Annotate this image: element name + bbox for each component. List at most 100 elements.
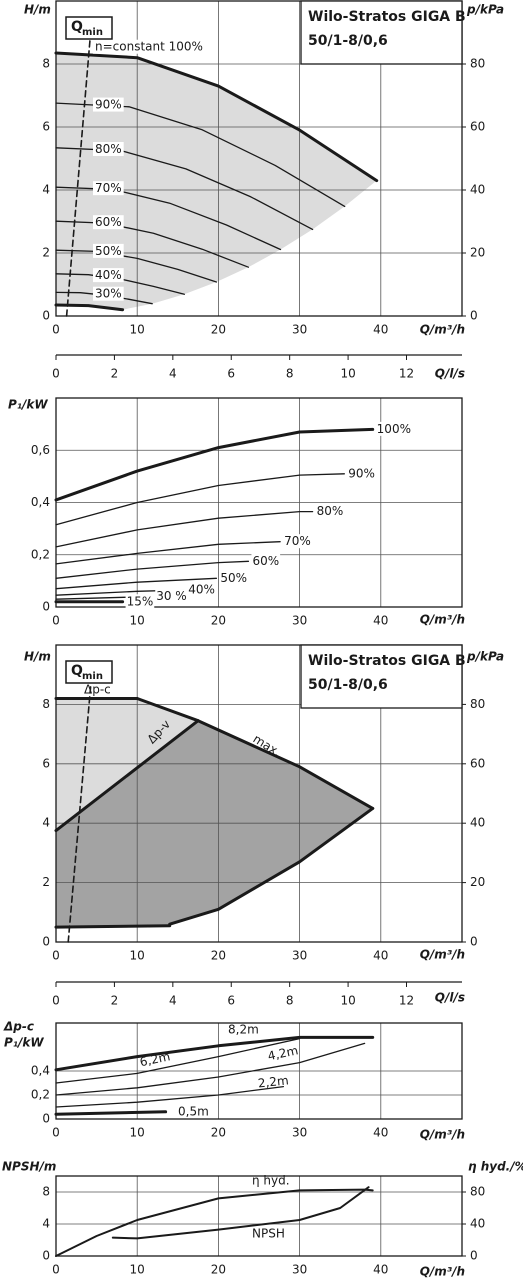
y-tick-label: 0,2 bbox=[31, 547, 50, 561]
y2-tick-label: 0 bbox=[470, 309, 478, 323]
label-bg bbox=[315, 504, 345, 519]
y2-axis-label: η hyd./% bbox=[468, 1160, 523, 1174]
x2-tick-label: 12 bbox=[399, 367, 414, 381]
curve bbox=[168, 806, 375, 926]
y-tick-label: 4 bbox=[42, 183, 50, 197]
x-tick-label: 40 bbox=[373, 1263, 388, 1277]
x-tick-label: 20 bbox=[211, 1263, 226, 1277]
label-bg bbox=[375, 421, 412, 436]
type-box bbox=[300, 644, 463, 709]
qmin-box bbox=[65, 660, 113, 684]
dp-v-range bbox=[56, 720, 373, 928]
y-tick-label: 0,2 bbox=[31, 1088, 50, 1102]
curve bbox=[55, 249, 218, 283]
y2-tick-label: 60 bbox=[470, 756, 485, 770]
x2-tick-label: 12 bbox=[399, 994, 414, 1008]
y2-tick-label: 0 bbox=[470, 1249, 478, 1263]
curve bbox=[135, 697, 375, 810]
label-bg bbox=[155, 589, 188, 604]
x2-tick-label: 0 bbox=[52, 994, 60, 1008]
x-tick-label: 10 bbox=[130, 614, 145, 628]
y-tick-label: 6 bbox=[42, 120, 50, 134]
x-tick-label: 0 bbox=[52, 949, 60, 963]
y-tick-label: 8 bbox=[42, 1185, 50, 1199]
y-tick-label: 8 bbox=[42, 57, 50, 71]
curve-label: 60% bbox=[95, 215, 122, 229]
x-tick-label: 30 bbox=[292, 323, 307, 337]
x-tick-label: 40 bbox=[373, 614, 388, 628]
type-label: Wilo-Stratos GIGA B bbox=[308, 653, 466, 669]
curve-label: 90% bbox=[348, 466, 375, 480]
curve bbox=[55, 473, 345, 526]
label-bg bbox=[347, 466, 376, 481]
curve bbox=[55, 577, 218, 590]
y-tick-label: 0,4 bbox=[31, 1064, 50, 1078]
x2-axis-label: Q/l/s bbox=[435, 991, 465, 1005]
curve-label: 90% bbox=[95, 98, 122, 112]
x-tick-label: 20 bbox=[211, 1126, 226, 1140]
label-bg bbox=[219, 570, 249, 585]
y2-tick-label: 80 bbox=[470, 697, 485, 711]
curve bbox=[54, 1035, 375, 1072]
y-tick-label: 0 bbox=[42, 309, 50, 323]
curve-label: 50% bbox=[95, 244, 122, 258]
label-bg bbox=[251, 553, 281, 568]
qmin-sub: min bbox=[82, 27, 103, 38]
y-tick-label: 2 bbox=[42, 875, 50, 889]
curve bbox=[55, 560, 250, 579]
label-bg bbox=[93, 97, 124, 112]
label-bg bbox=[93, 286, 124, 301]
y2-tick-label: 80 bbox=[470, 1185, 485, 1199]
curve bbox=[54, 924, 172, 929]
x-tick-label: 10 bbox=[130, 1126, 145, 1140]
curve bbox=[55, 510, 314, 548]
curve-label: 15% bbox=[127, 594, 154, 608]
y-tick-label: 6 bbox=[42, 756, 50, 770]
x2-tick-label: 10 bbox=[340, 367, 355, 381]
x2-tick-label: 2 bbox=[111, 994, 119, 1008]
y-tick-label: 2 bbox=[42, 246, 50, 260]
curve bbox=[111, 1186, 370, 1240]
dp-c-range bbox=[56, 698, 199, 831]
y2-tick-label: 40 bbox=[470, 1217, 485, 1231]
y-axis-label: H/m bbox=[24, 3, 51, 17]
x-tick-label: 10 bbox=[130, 1263, 145, 1277]
label-bg bbox=[93, 215, 124, 230]
label-bg bbox=[125, 594, 155, 609]
type-label: 50/1-8/0,6 bbox=[308, 33, 388, 49]
y-tick-label: 0,6 bbox=[31, 443, 50, 457]
curve-label: Δp-c bbox=[84, 683, 111, 697]
curve bbox=[55, 1085, 285, 1108]
curve-label: 0,5m bbox=[178, 1105, 209, 1119]
y2-tick-label: 20 bbox=[470, 875, 485, 889]
curve bbox=[55, 541, 281, 565]
x-axis-label: Q/m³/h bbox=[420, 948, 465, 962]
x-tick-label: 30 bbox=[292, 1126, 307, 1140]
curve bbox=[54, 427, 375, 502]
qmin-line bbox=[65, 38, 91, 317]
qmin-q: Q bbox=[71, 663, 83, 679]
x2-tick-label: 6 bbox=[227, 367, 235, 381]
curve-label: 30 % bbox=[156, 589, 187, 603]
y2-tick-label: 0 bbox=[470, 935, 478, 949]
plot-frame bbox=[55, 644, 463, 943]
type-box bbox=[300, 0, 463, 65]
y-axis-label: P₁/kW bbox=[8, 398, 48, 412]
y-axis-label: NPSH/m bbox=[2, 1160, 56, 1174]
qmin-sub: min bbox=[82, 671, 103, 682]
y2-axis-label: p/kPa bbox=[466, 3, 504, 17]
y-tick-label: 0 bbox=[42, 1112, 50, 1126]
x-tick-label: 40 bbox=[373, 323, 388, 337]
curve-label: 70% bbox=[284, 534, 311, 548]
y-tick-label: 8 bbox=[42, 697, 50, 711]
plot-frame bbox=[55, 397, 463, 608]
curve-label: 80% bbox=[317, 504, 344, 518]
x2-tick-label: 2 bbox=[111, 367, 119, 381]
curve bbox=[55, 1042, 366, 1096]
type-label: 50/1-8/0,6 bbox=[308, 677, 388, 693]
y-axis-label: Δp-c bbox=[3, 1020, 34, 1034]
x-tick-label: 40 bbox=[373, 949, 388, 963]
